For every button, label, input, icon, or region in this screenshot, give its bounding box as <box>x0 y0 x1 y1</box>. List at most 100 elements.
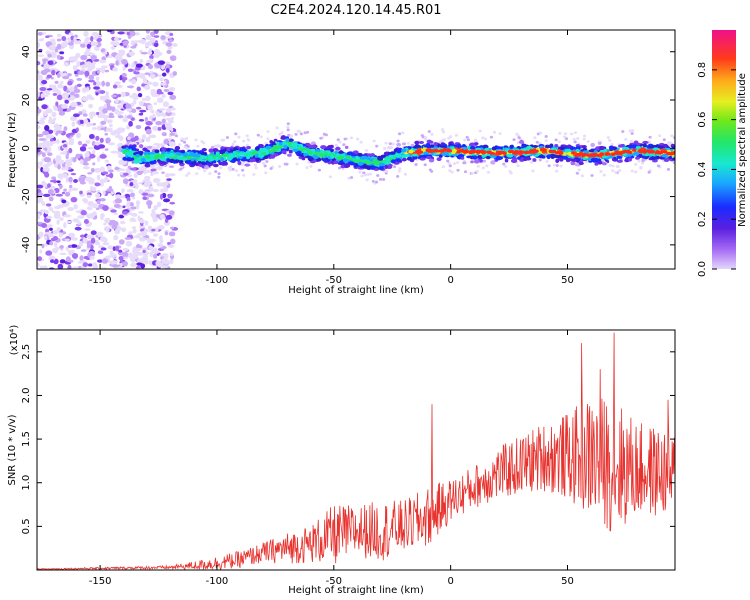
spectrogram-band-cell <box>597 160 603 165</box>
spectrogram-peak-cell <box>606 152 611 156</box>
spectrogram-noise-cell <box>165 214 173 220</box>
spectrogram-band-cell <box>570 160 576 166</box>
spectrogram-noise-cell <box>126 85 135 89</box>
spectrogram-noise-cell <box>275 126 279 130</box>
spectrogram-noise-cell <box>278 132 282 136</box>
spectrogram-noise-cell <box>135 124 142 130</box>
spectrogram-noise-cell <box>56 94 63 101</box>
spectrogram-band-cell <box>485 155 491 160</box>
spectrogram-noise-cell <box>576 137 580 140</box>
spectrogram-noise-cell <box>182 140 187 144</box>
spectrogram-noise-cell <box>375 144 379 148</box>
spectrogram-noise-cell <box>131 78 137 85</box>
spectrogram-noise-cell <box>115 60 119 66</box>
spectrogram-noise-cell <box>156 165 163 171</box>
spectrogram-noise-cell <box>46 224 54 228</box>
spectrogram-band-cell <box>358 161 364 166</box>
spectrogram-noise-cell <box>363 173 368 177</box>
spectrogram-band-cell <box>597 141 602 145</box>
spectrogram-peak-cell <box>456 150 461 154</box>
spectrogram-noise-cell <box>229 165 233 169</box>
spectrogram-noise-cell <box>85 139 91 144</box>
spectrogram-peak-cell <box>479 149 485 153</box>
spectrogram-noise-cell <box>99 215 104 219</box>
spectrogram-peak-cell <box>438 149 444 153</box>
spectrogram-noise-cell <box>639 165 643 169</box>
spectrogram-band-cell <box>232 157 238 161</box>
spectrogram-band-cell <box>122 161 127 165</box>
spectrogram-noise-cell <box>48 196 54 202</box>
spectrogram-band-cell <box>160 157 166 161</box>
spectrogram-band-cell <box>429 144 434 148</box>
spectrogram-noise-cell <box>96 259 103 263</box>
spectrogram-noise-cell <box>55 193 63 197</box>
spectrogram-noise-cell <box>516 164 520 168</box>
spectrogram-band-cell <box>469 142 476 147</box>
spectrogram-noise-cell <box>99 178 106 185</box>
spectrogram-band-cell <box>370 165 376 170</box>
spectrogram-band-cell <box>373 168 380 171</box>
spectrogram-noise-cell <box>127 252 134 258</box>
spectrogram-noise-cell <box>134 135 139 141</box>
x-tick-label: -150 <box>89 576 112 587</box>
spectrogram-noise-cell <box>152 125 160 131</box>
spectrogram-noise-cell <box>67 87 74 91</box>
spectrogram-noise-cell <box>67 80 73 86</box>
spectrogram-peak-cell <box>646 149 651 153</box>
spectrogram-noise-cell <box>86 43 91 49</box>
spectrogram-noise-cell <box>61 203 66 208</box>
spectrogram-band-cell <box>215 144 222 148</box>
spectrogram-noise-cell <box>582 137 586 141</box>
spectrogram-noise-cell <box>68 147 73 154</box>
spectrogram-noise-cell <box>111 224 118 230</box>
x-tick-label: 0 <box>447 275 453 286</box>
spectrogram-noise-cell <box>90 55 97 60</box>
spectrogram-noise-cell <box>52 235 58 241</box>
spectrogram-noise-cell <box>165 36 173 39</box>
spectrogram-noise-cell <box>72 113 80 118</box>
spectrogram-noise-cell <box>37 54 45 57</box>
spectrogram-peak-cell <box>486 150 491 154</box>
spectrogram-noise-cell <box>104 217 111 224</box>
spectrogram-noise-cell <box>92 162 96 166</box>
spectrogram-noise-cell <box>84 153 90 158</box>
spectrogram-noise-cell <box>70 237 79 241</box>
spectrogram-noise-cell <box>166 107 172 113</box>
spectrogram-noise-cell <box>118 214 125 219</box>
spectrogram-noise-cell <box>122 178 129 185</box>
spectrogram-noise-cell <box>90 237 96 244</box>
x-tick-label: 50 <box>561 576 574 587</box>
spectrogram-noise-cell <box>47 183 51 188</box>
spectrogram-band-cell <box>466 145 472 151</box>
spectrogram-noise-cell <box>48 44 56 51</box>
spectrogram-noise-cell <box>456 161 460 164</box>
spectrogram-band-cell <box>264 155 269 160</box>
spectrogram-noise-cell <box>118 239 125 245</box>
spectrogram-band-cell <box>650 155 657 161</box>
spectrogram-noise-cell <box>174 134 179 138</box>
spectrogram-noise-cell <box>381 178 386 181</box>
colorbar-tick-label: 0.0 <box>697 261 708 277</box>
spectrogram-noise-cell <box>134 71 140 75</box>
spectrogram-band-cell <box>440 142 445 146</box>
spectrogram-peak-cell <box>580 152 585 157</box>
spectrogram-noise-cell <box>121 59 128 65</box>
spectrogram-noise-cell <box>441 165 445 169</box>
spectrogram-noise-cell <box>630 132 634 135</box>
spectrogram-noise-cell <box>108 142 116 146</box>
x-tick-label: 50 <box>561 275 574 286</box>
spectrogram-band-cell <box>286 153 292 157</box>
spectrogram-noise-cell <box>43 182 48 188</box>
spectrogram-noise-cell <box>138 119 145 122</box>
spectrogram-noise-cell <box>122 66 127 71</box>
spectrogram-noise-cell <box>145 121 153 126</box>
spectrogram-noise-cell <box>319 136 323 140</box>
spectrogram-noise-cell <box>113 212 118 216</box>
spectrogram-noise-cell <box>87 200 94 207</box>
y-tick-label: 20 <box>21 94 32 107</box>
spectrogram-noise-cell <box>69 116 78 122</box>
spectrogram-peak-cell <box>426 148 432 152</box>
spectrogram-noise-cell <box>51 69 56 76</box>
spectrogram-noise-cell <box>376 174 380 177</box>
spectrogram-peak-cell <box>459 148 464 152</box>
